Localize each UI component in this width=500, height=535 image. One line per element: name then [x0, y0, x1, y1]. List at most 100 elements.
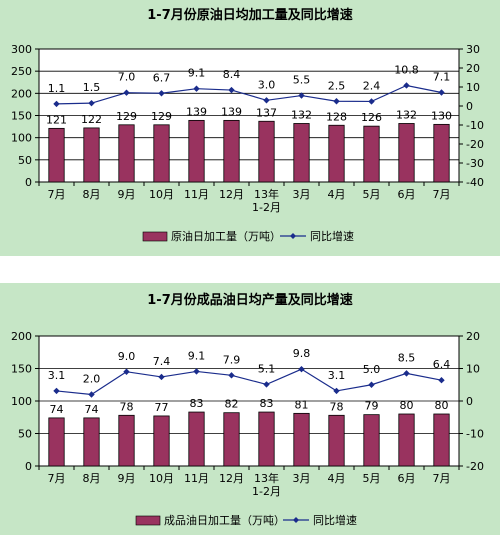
bar [153, 124, 170, 183]
x-tick-label: 11月 [184, 188, 209, 201]
x-tick-label: 6月 [398, 472, 416, 485]
y-left-tick-label: 100 [11, 395, 32, 408]
growth-point [53, 387, 60, 395]
bar-value-label: 77 [155, 401, 169, 414]
x-tick-label: 10月 [149, 188, 174, 201]
legend-line-marker [290, 233, 296, 239]
x-tick-label: 1-2月 [252, 201, 281, 214]
bar-value-label: 139 [221, 105, 242, 118]
x-tick-label: 4月 [328, 472, 346, 485]
bar-value-label: 132 [396, 108, 417, 121]
x-tick-label: 1-2月 [252, 485, 281, 498]
growth-point [438, 89, 445, 96]
bar-value-label: 121 [46, 113, 67, 126]
x-tick-label: 7月 [433, 472, 451, 485]
legend-line-label: 同比增速 [313, 513, 357, 527]
growth-value-label: 6.4 [433, 358, 451, 371]
x-tick-label: 4月 [328, 188, 346, 201]
growth-point [88, 391, 95, 398]
bar-value-label: 128 [326, 110, 347, 123]
y-left-tick-label: 200 [11, 87, 32, 100]
legend-line-marker [293, 517, 299, 523]
legend-bar-swatch [135, 515, 161, 526]
y-right-tick-label: 20 [466, 62, 480, 75]
growth-point [438, 377, 445, 384]
bar [48, 127, 65, 183]
growth-point [368, 381, 375, 388]
growth-point [158, 373, 165, 381]
x-tick-label: 7月 [433, 188, 451, 201]
bar [188, 119, 205, 183]
y-right-tick-label: 0 [466, 395, 473, 408]
bar-value-label: 80 [435, 399, 449, 412]
bar [223, 119, 240, 183]
growth-value-label: 7.9 [223, 353, 241, 366]
x-tick-label: 8月 [83, 472, 101, 485]
growth-value-label: 3.1 [48, 369, 66, 382]
growth-value-label: 3.1 [328, 369, 346, 382]
y-right-tick-label: -40 [466, 176, 484, 189]
growth-value-label: 8.5 [398, 351, 416, 364]
growth-value-label: 7.4 [153, 355, 171, 368]
bar [363, 125, 380, 183]
bar-value-label: 126 [361, 111, 382, 124]
growth-value-label: 1.5 [83, 81, 101, 94]
growth-point [333, 98, 340, 105]
bar [363, 414, 380, 467]
growth-value-label: 9.1 [188, 349, 206, 362]
bar [258, 411, 275, 467]
x-tick-label: 6月 [398, 188, 416, 201]
y-left-tick-label: 50 [18, 154, 32, 167]
bar [398, 123, 415, 183]
growth-point [158, 90, 165, 97]
y-left-tick-label: 100 [11, 132, 32, 145]
x-tick-label: 9月 [118, 472, 136, 485]
growth-line [56, 368, 442, 396]
growth-value-label: 5.5 [293, 74, 311, 87]
growth-value-label: 2.0 [83, 373, 101, 386]
y-left-tick-label: 150 [11, 110, 32, 123]
bar-value-label: 129 [151, 110, 172, 123]
y-right-tick-label: -20 [466, 460, 484, 473]
chart-panel-crude-oil: 1-7月份原油日均加工量及同比增速 0 50 100 150 200 250 300 30 20 1… [0, 0, 500, 256]
y-right-tick-label: 30 [466, 43, 480, 56]
y-right-tick-label: 20 [466, 330, 480, 343]
x-tick-label: 5月 [363, 472, 381, 485]
bar-value-label: 139 [186, 105, 207, 118]
y-right-tick-label: -30 [466, 157, 484, 170]
bar-value-label: 81 [295, 398, 309, 411]
growth-value-label: 7.1 [433, 71, 451, 84]
bar [398, 413, 415, 467]
bar [118, 414, 135, 467]
x-tick-label: 7月 [48, 188, 66, 201]
chart-panel-refined-oil: 1-7月份成品油日均产量及同比增速 0 50 100 150 200 20 10 0 -10 -20… [0, 283, 500, 535]
bar-value-label: 74 [50, 403, 64, 416]
y-right-tick-label: -10 [466, 428, 484, 441]
x-tick-label: 3月 [293, 188, 311, 201]
legend-bar-swatch [142, 231, 168, 242]
bar [433, 123, 450, 183]
growth-point [88, 99, 95, 107]
growth-point [298, 365, 305, 373]
growth-point [403, 82, 410, 89]
growth-value-label: 9.1 [188, 67, 206, 80]
bar [153, 415, 170, 467]
y-right-tick-label: 10 [466, 363, 480, 376]
growth-value-label: 2.5 [328, 79, 346, 92]
growth-value-label: 1.1 [48, 82, 66, 95]
growth-point [403, 370, 410, 377]
bar [188, 411, 205, 467]
growth-value-label: 6.7 [153, 71, 171, 84]
growth-value-label: 2.4 [363, 79, 381, 92]
growth-point [193, 85, 200, 92]
growth-point [228, 86, 235, 94]
growth-point [333, 387, 340, 395]
bar-value-label: 132 [291, 108, 312, 121]
growth-point [53, 100, 60, 108]
growth-point [228, 372, 235, 379]
bar [293, 412, 310, 467]
growth-point [368, 98, 375, 105]
growth-point [263, 381, 270, 388]
growth-value-label: 9.8 [293, 347, 311, 360]
